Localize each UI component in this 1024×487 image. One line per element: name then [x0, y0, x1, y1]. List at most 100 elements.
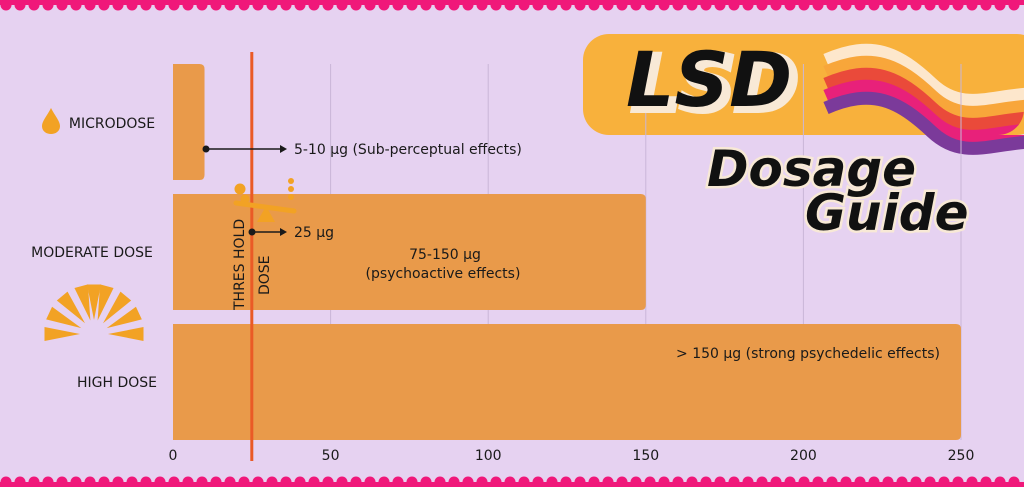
- scallop: [854, 0, 866, 11]
- scallop: [616, 476, 628, 487]
- scallop: [756, 0, 768, 11]
- scallop: [238, 0, 250, 11]
- title-main-shadow: LSD: [632, 39, 798, 128]
- x-tick-label: 100: [475, 448, 502, 464]
- scallop: [322, 476, 334, 487]
- scallop: [1008, 0, 1020, 11]
- scallop: [490, 0, 502, 11]
- sun-ray: [108, 327, 144, 341]
- rainbow-stripe: [823, 55, 1024, 119]
- scallop: [588, 0, 600, 11]
- scallop: [560, 0, 572, 11]
- scallop: [910, 0, 922, 11]
- rainbow-stripe: [823, 79, 1024, 135]
- scallop: [336, 0, 348, 11]
- scallop: [952, 0, 964, 11]
- scallop: [686, 0, 698, 11]
- category-label-high: HIGH DOSE: [77, 375, 157, 391]
- scallop: [0, 0, 12, 11]
- scallop: [126, 476, 138, 487]
- scallop: [420, 0, 432, 11]
- scallop: [350, 0, 362, 11]
- scallop: [84, 476, 96, 487]
- scallop: [42, 0, 54, 11]
- annotation-moderate-effects: (psychoactive effects): [366, 266, 521, 282]
- scallop: [448, 0, 460, 11]
- scallop: [602, 0, 614, 11]
- scallop: [840, 476, 852, 487]
- scallop: [14, 476, 26, 487]
- scallop: [308, 0, 320, 11]
- scallop: [672, 476, 684, 487]
- scallop: [588, 476, 600, 487]
- rainbow-stripe-outer: [925, 135, 1024, 155]
- scallop: [798, 0, 810, 11]
- scallop: [504, 476, 516, 487]
- scallop: [574, 476, 586, 487]
- scallop: [868, 476, 880, 487]
- scallop: [924, 0, 936, 11]
- scallop: [210, 0, 222, 11]
- scallop: [448, 476, 460, 487]
- scallop: [168, 476, 180, 487]
- annotation-microdose: 5-10 µg (Sub-perceptual effects): [202, 142, 522, 158]
- scallop: [210, 476, 222, 487]
- scallop: [770, 0, 782, 11]
- scallop: [952, 476, 964, 487]
- rainbow-stripe: [823, 67, 1024, 131]
- scallop: [28, 0, 40, 11]
- scallop: [826, 0, 838, 11]
- scallop: [112, 0, 124, 11]
- x-tick-label: 250: [948, 448, 975, 464]
- scallop: [378, 0, 390, 11]
- scallop: [980, 476, 992, 487]
- scallop: [812, 476, 824, 487]
- scallop: [322, 0, 334, 11]
- scallop: [644, 0, 656, 11]
- threshold-label-line1: THRES HOLD: [232, 219, 248, 311]
- scalloped-border-top: [0, 0, 1024, 11]
- scallop: [994, 0, 1006, 11]
- scallop: [28, 476, 40, 487]
- droplet-icon: [42, 108, 60, 134]
- sun-ray: [46, 306, 82, 329]
- rainbow-stripes-outer: [925, 135, 1024, 155]
- scallop: [224, 476, 236, 487]
- scallop: [476, 476, 488, 487]
- scallop: [532, 0, 544, 11]
- scallop: [462, 0, 474, 11]
- bar-high: [173, 324, 961, 440]
- scallop: [616, 0, 628, 11]
- scallop: [896, 0, 908, 11]
- scallop: [966, 476, 978, 487]
- annotation-moderate-range: 75-150 µg: [409, 247, 481, 263]
- scallop: [784, 0, 796, 11]
- rainbow-stripes: [823, 43, 1024, 135]
- scallop: [560, 476, 572, 487]
- scallop: [364, 476, 376, 487]
- scallop: [966, 0, 978, 11]
- scallop: [658, 476, 670, 487]
- annotation-threshold-label: 25 µg: [294, 225, 334, 241]
- scallop: [154, 0, 166, 11]
- scallop: [224, 0, 236, 11]
- scallop: [868, 0, 880, 11]
- scallop: [658, 0, 670, 11]
- scallop: [742, 0, 754, 11]
- scallop: [406, 0, 418, 11]
- scallop: [84, 0, 96, 11]
- scallop: [490, 476, 502, 487]
- scallop: [756, 476, 768, 487]
- x-tick-label: 200: [790, 448, 817, 464]
- annotation-microdose-label: 5-10 µg (Sub-perceptual effects): [294, 142, 522, 158]
- title-main: LSD: [626, 35, 792, 124]
- scallop: [574, 0, 586, 11]
- arrow-head: [280, 145, 287, 153]
- threshold-label-line2: DOSE: [257, 255, 273, 295]
- scallop: [378, 476, 390, 487]
- scallop: [392, 476, 404, 487]
- scallop: [238, 476, 250, 487]
- scallop: [168, 0, 180, 11]
- scallop: [182, 476, 194, 487]
